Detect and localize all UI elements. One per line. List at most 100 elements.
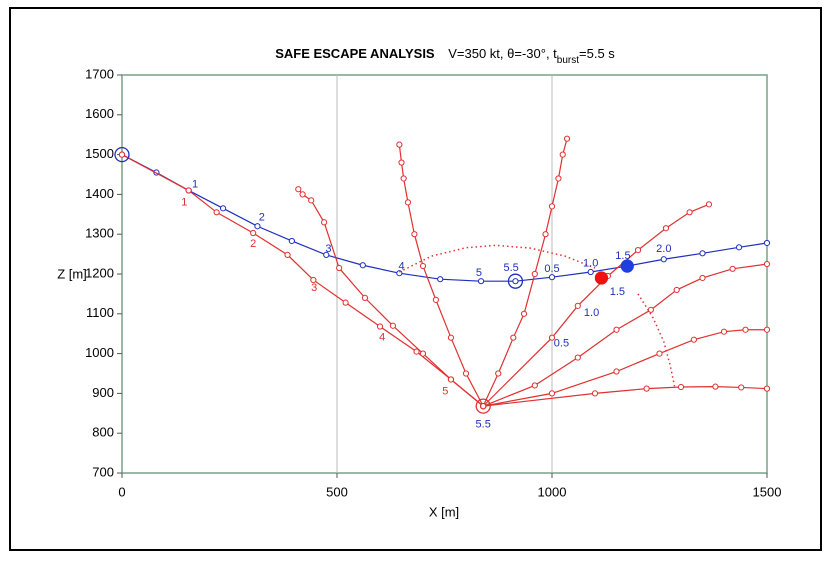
marker [359, 262, 366, 269]
marker [742, 326, 749, 333]
title-params-end: =5.5 s [579, 46, 615, 61]
marker [336, 264, 343, 272]
marker [686, 209, 693, 216]
marker [520, 310, 528, 317]
series-line [482, 138, 568, 407]
marker [447, 334, 455, 341]
title-subscript: burst [557, 55, 579, 66]
marker [254, 223, 261, 230]
marker [548, 274, 556, 281]
marker [323, 251, 330, 258]
marker [548, 203, 556, 210]
marker [413, 348, 420, 355]
x-tick-label: 1500 [753, 484, 782, 499]
y-tick-label: 1000 [85, 345, 114, 360]
marker [729, 265, 736, 272]
series-line [398, 144, 484, 407]
marker [647, 306, 655, 313]
marker [477, 278, 485, 285]
point [475, 398, 491, 414]
y-tick-label: 1200 [85, 265, 114, 280]
annotation: 1.0 [583, 258, 598, 270]
annotation: 1 [181, 196, 187, 208]
chart-title: SAFE ESCAPE ANALYSIS V=350 kt, θ=-30°, t… [275, 46, 615, 65]
marker [634, 247, 642, 254]
series-line [399, 244, 596, 273]
marker [510, 334, 517, 341]
marker [295, 186, 302, 193]
marker [563, 135, 571, 142]
annotation: 2 [259, 211, 265, 223]
marker [185, 187, 192, 194]
point [114, 146, 130, 163]
marker [288, 237, 295, 245]
y-tick-label: 700 [92, 464, 114, 479]
marker [574, 302, 581, 309]
marker [763, 239, 771, 247]
marker [432, 296, 439, 303]
x-tick-label: 1000 [538, 484, 567, 499]
marker [361, 294, 369, 301]
x-tick-label: 500 [326, 484, 348, 499]
marker [699, 250, 706, 257]
annotation: 1.5 [610, 286, 625, 298]
frame [9, 7, 822, 551]
marker [542, 231, 549, 238]
marker [555, 175, 562, 182]
annotation: 3 [311, 282, 317, 294]
annotation: 2.0 [656, 243, 671, 255]
marker [613, 326, 620, 333]
annotation: 5 [442, 385, 448, 397]
marker [411, 231, 418, 238]
marker [548, 390, 556, 397]
marker [587, 268, 594, 276]
marker [404, 199, 412, 206]
marker [321, 219, 328, 226]
marker [419, 350, 427, 357]
x-axis-label: X [m] [429, 504, 459, 519]
marker [398, 159, 405, 166]
marker [480, 403, 487, 410]
marker [213, 209, 220, 216]
series-line [637, 293, 676, 387]
marker [437, 276, 444, 283]
marker [738, 384, 745, 391]
marker [299, 191, 306, 198]
series-line [483, 329, 767, 407]
marker [308, 197, 315, 204]
marker [250, 229, 257, 237]
annotation: 4 [398, 261, 404, 273]
point [620, 259, 634, 273]
marker [763, 326, 771, 333]
point [594, 271, 609, 285]
marker [673, 286, 680, 294]
marker [574, 354, 581, 361]
marker [389, 322, 396, 329]
annotation: 4 [379, 332, 385, 344]
annotation: 5.5 [504, 262, 519, 274]
annotation: 1.0 [584, 307, 599, 319]
marker [763, 385, 771, 392]
annotation: 5.5 [476, 418, 491, 430]
marker [656, 350, 663, 357]
marker [396, 141, 403, 148]
annotation: 5 [476, 267, 482, 279]
marker [712, 383, 719, 390]
y-tick-label: 1400 [85, 186, 114, 201]
marker [690, 336, 698, 343]
marker [643, 385, 650, 392]
marker [342, 299, 349, 306]
marker [284, 251, 291, 258]
marker [677, 383, 685, 391]
point [507, 273, 524, 289]
y-axis-label: Z [m] [57, 266, 87, 281]
marker [447, 376, 455, 383]
y-tick-label: 1500 [85, 146, 114, 161]
title-params: V=350 kt, θ=-30°, t [448, 46, 557, 61]
marker [118, 151, 126, 158]
y-tick-label: 800 [92, 425, 114, 440]
marker [531, 270, 538, 278]
title-main: SAFE ESCAPE ANALYSIS [275, 46, 435, 61]
annotation: 1.5 [615, 250, 630, 262]
marker [559, 151, 566, 158]
